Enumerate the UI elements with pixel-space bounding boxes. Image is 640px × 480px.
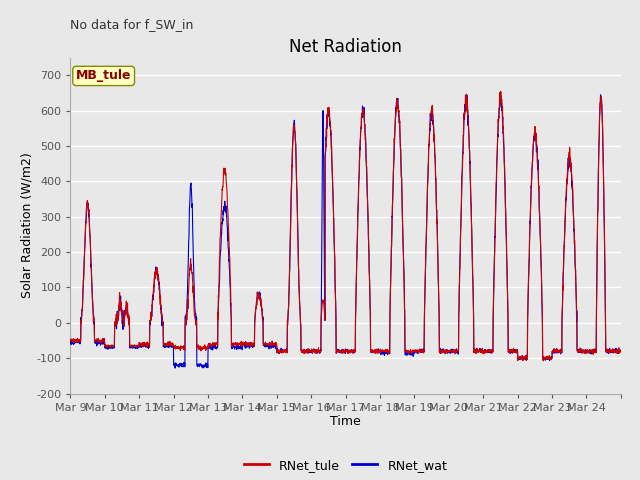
- RNet_tule: [543, 354, 550, 360]
- RNet_wat: [379, 350, 387, 356]
- RNet_wat: [597, 92, 605, 97]
- Line: RNet_tule: RNet_tule: [70, 92, 621, 361]
- RNet_tule: [609, 348, 617, 353]
- Y-axis label: Solar Radiation (W/m2): Solar Radiation (W/m2): [20, 153, 33, 299]
- X-axis label: Time: Time: [330, 415, 361, 429]
- RNet_tule: [122, 312, 129, 317]
- RNet_tule: [617, 348, 625, 354]
- RNet_wat: [609, 348, 617, 353]
- RNet_wat: [67, 338, 74, 344]
- RNet_tule: [240, 340, 248, 346]
- RNet_tule: [379, 347, 387, 353]
- RNet_wat: [617, 348, 625, 354]
- RNet_tule: [511, 348, 519, 354]
- Text: No data for f_SW_in: No data for f_SW_in: [70, 18, 194, 31]
- RNet_tule: [540, 358, 547, 364]
- Line: RNet_wat: RNet_wat: [70, 95, 621, 368]
- RNet_wat: [543, 355, 550, 361]
- RNet_wat: [122, 309, 129, 314]
- RNet_wat: [241, 342, 248, 348]
- RNet_wat: [511, 350, 519, 356]
- Title: Net Radiation: Net Radiation: [289, 38, 402, 56]
- RNet_tule: [67, 337, 74, 343]
- Text: MB_tule: MB_tule: [76, 70, 131, 83]
- Legend: RNet_tule, RNet_wat: RNet_tule, RNet_wat: [239, 454, 452, 477]
- RNet_wat: [172, 365, 179, 371]
- RNet_tule: [497, 89, 505, 95]
